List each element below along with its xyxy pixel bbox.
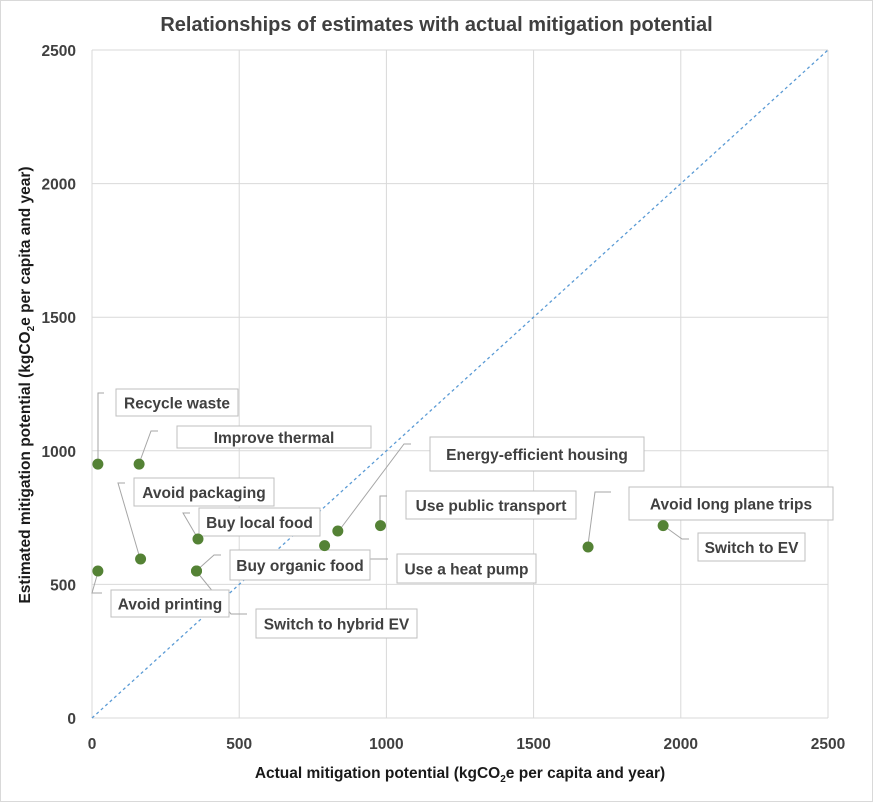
data-label: Use public transport [416,498,567,515]
data-label: Avoid packaging [142,485,265,502]
data-point [192,533,204,545]
data-point [375,520,387,532]
data-point [657,520,669,532]
data-points [92,458,669,577]
data-label-box [176,425,372,449]
data-label: Buy organic food [236,558,363,575]
y-tick-label: 500 [50,577,76,594]
leader-line [587,491,611,546]
data-labels: Recycle waste Improve thermal Energy-effic… [110,388,834,639]
data-label-box [396,553,537,584]
data-label-box [133,477,275,507]
tick-labels: 0 500 1000 1500 2000 2500 0 500 1000 1500 2000 2500 [42,43,846,753]
y-tick-label: 2000 [42,177,76,194]
leader-line [117,482,140,556]
x-tick-label: 0 [88,736,97,753]
leader-lines [91,392,689,615]
leader-line [379,495,387,522]
data-point [133,458,145,470]
x-axis-label: Actual mitigation potential (kgCO2e per … [254,765,666,786]
leader-line [91,571,102,594]
leader-line [340,443,411,529]
data-label-box [697,532,806,562]
data-label: Avoid printing [118,597,222,614]
data-label: Buy local food [206,515,313,532]
y-tick-label: 1500 [42,310,76,327]
chart-title: Relationships of estimates with actual m… [160,14,713,36]
data-label-box [229,549,371,581]
x-tick-label: 2000 [664,736,698,753]
data-point [191,565,203,577]
reference-line [91,49,829,719]
x-tick-label: 1000 [369,736,403,753]
data-point [582,541,594,553]
y-tick-label: 0 [67,711,76,728]
data-label-box [115,388,239,417]
data-label: Switch to hybrid EV [264,617,410,634]
data-point [319,540,331,552]
y-tick-label: 2500 [42,43,76,60]
data-label: Recycle waste [124,396,230,413]
x-tick-label: 1500 [516,736,550,753]
data-label: Avoid long plane trips [650,497,812,514]
data-point [92,458,104,470]
data-point [92,565,104,577]
x-tick-label: 2500 [811,736,845,753]
leader-line [182,512,198,538]
leader-line [97,392,104,461]
data-label-box [255,608,418,639]
data-label: Improve thermal [214,430,335,447]
data-point [135,553,147,565]
leader-line [663,525,689,540]
data-label-box [110,589,230,618]
data-label: Energy-efficient housing [446,447,628,464]
data-label: Use a heat pump [404,562,528,579]
leader-line [196,571,247,615]
data-label: Switch to EV [705,540,800,557]
y-tick-label: 1000 [42,444,76,461]
leader-line [194,554,221,573]
data-point [332,525,344,537]
data-label-box [405,490,577,520]
data-label-box [628,486,834,521]
data-label-box [198,507,321,537]
x-tick-label: 500 [226,736,252,753]
leader-line [139,430,158,462]
data-label-box [429,436,645,472]
